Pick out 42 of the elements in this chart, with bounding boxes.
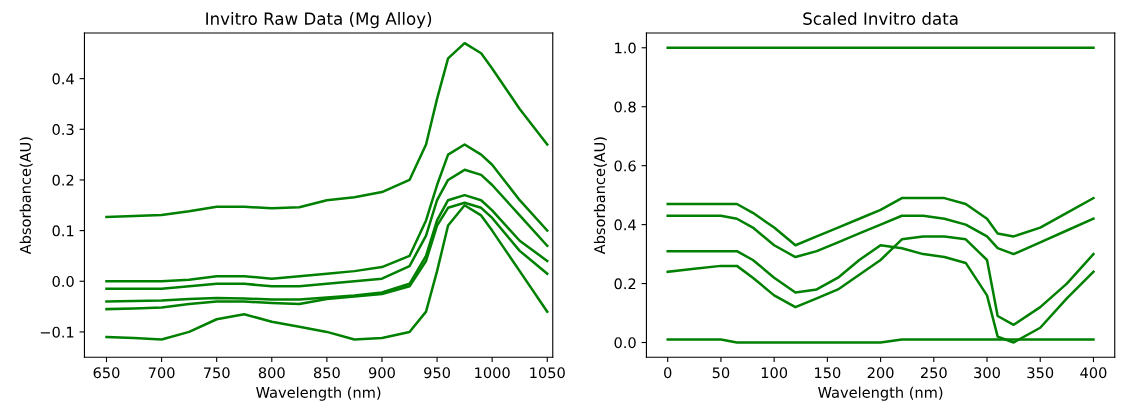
y-tick-label: 0.3: [52, 124, 74, 136]
x-tick-label: 100: [761, 367, 788, 379]
x-tick-label: 700: [148, 367, 175, 379]
line-series: [105, 204, 549, 341]
y-tick-label: 0.6: [614, 160, 636, 172]
line-series: [105, 143, 549, 283]
x-tick-label: 1000: [475, 367, 510, 379]
chart-title: Invitro Raw Data (Mg Alloy): [206, 12, 432, 29]
x-tick-label: 900: [368, 367, 395, 379]
y-tick-label: 0.1: [52, 225, 74, 237]
chart-title: Scaled Invitro data: [803, 12, 958, 25]
x-tick-label: 750: [203, 367, 230, 379]
y-tick-label: 0.2: [614, 278, 636, 290]
y-tick-label: 1.0: [615, 42, 636, 54]
x-tick-label: 0: [664, 367, 672, 379]
line-series: [666, 196, 1095, 247]
line-series: [666, 214, 1095, 259]
x-tick-label: 350: [1027, 367, 1054, 379]
y-tick-label: −0.1: [40, 326, 74, 338]
x-tick-label: 150: [815, 367, 841, 379]
x-tick-label: 650: [93, 367, 120, 379]
y-tick-label: 0.0: [614, 337, 636, 349]
y-tick-label: 0.2: [52, 174, 74, 186]
line-series: [105, 168, 549, 291]
y-axis-title: Absorbance(AU): [593, 137, 607, 255]
x-tick-label: 300: [974, 367, 1000, 379]
line-series: [105, 41, 549, 219]
y-tick-label: 0.0: [52, 275, 74, 288]
x-tick-label: 950: [424, 367, 451, 379]
y-tick-label: 0.8: [614, 101, 636, 113]
x-tick-label: 850: [313, 367, 340, 379]
x-tick-label: 1050: [530, 367, 565, 379]
x-tick-label: 800: [258, 367, 285, 379]
y-tick-label: 0.4: [614, 219, 636, 231]
x-tick-label: 400: [1080, 367, 1107, 379]
x-tick-label: 50: [712, 367, 730, 379]
y-axis-title: Absorbance(AU): [19, 137, 33, 255]
x-axis-title: Wavelength (nm): [256, 386, 381, 401]
x-tick-label: 250: [920, 367, 947, 379]
x-axis-title: Wavelength (nm): [818, 386, 943, 401]
y-tick-label: 0.4: [52, 73, 74, 85]
x-tick-label: 200: [867, 367, 894, 379]
